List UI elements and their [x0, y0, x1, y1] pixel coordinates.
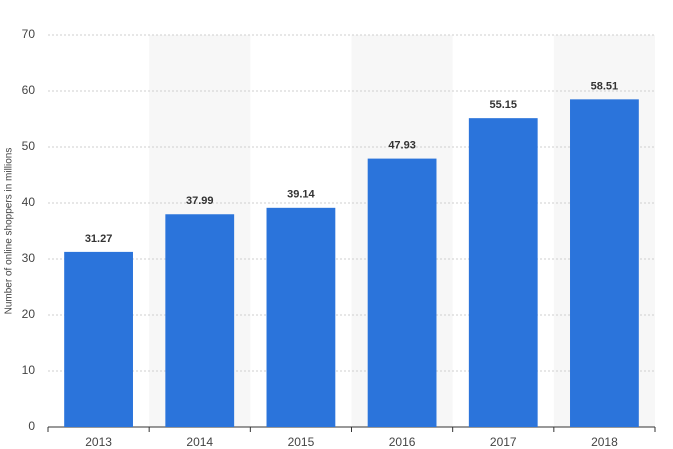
bar [266, 207, 336, 427]
value-label: 55.15 [489, 99, 517, 111]
x-tick-label: 2014 [186, 435, 213, 449]
value-label: 47.93 [388, 139, 416, 151]
y-tick-label: 20 [22, 307, 36, 321]
y-tick-label: 10 [22, 363, 36, 377]
y-tick-label: 70 [22, 27, 36, 41]
y-tick-label: 60 [22, 83, 36, 97]
y-tick-label: 50 [22, 139, 36, 153]
x-tick-label: 2018 [591, 435, 618, 449]
value-label: 37.99 [186, 195, 214, 207]
bar [367, 158, 437, 428]
bar [468, 118, 538, 427]
bar [64, 251, 133, 427]
y-axis-label: Number of online shoppers in millions [4, 148, 15, 315]
y-tick-label: 40 [22, 195, 36, 209]
y-tick-label: 0 [28, 419, 35, 433]
y-tick-label: 30 [22, 251, 36, 265]
value-label: 58.51 [591, 80, 619, 92]
value-label: 39.14 [287, 189, 315, 201]
x-tick-label: 2017 [490, 435, 517, 449]
x-tick-label: 2016 [389, 435, 416, 449]
x-tick-label: 2015 [288, 435, 315, 449]
x-tick-label: 2013 [85, 435, 112, 449]
value-label: 31.27 [85, 233, 113, 245]
bar [570, 99, 639, 428]
bar [165, 214, 235, 427]
